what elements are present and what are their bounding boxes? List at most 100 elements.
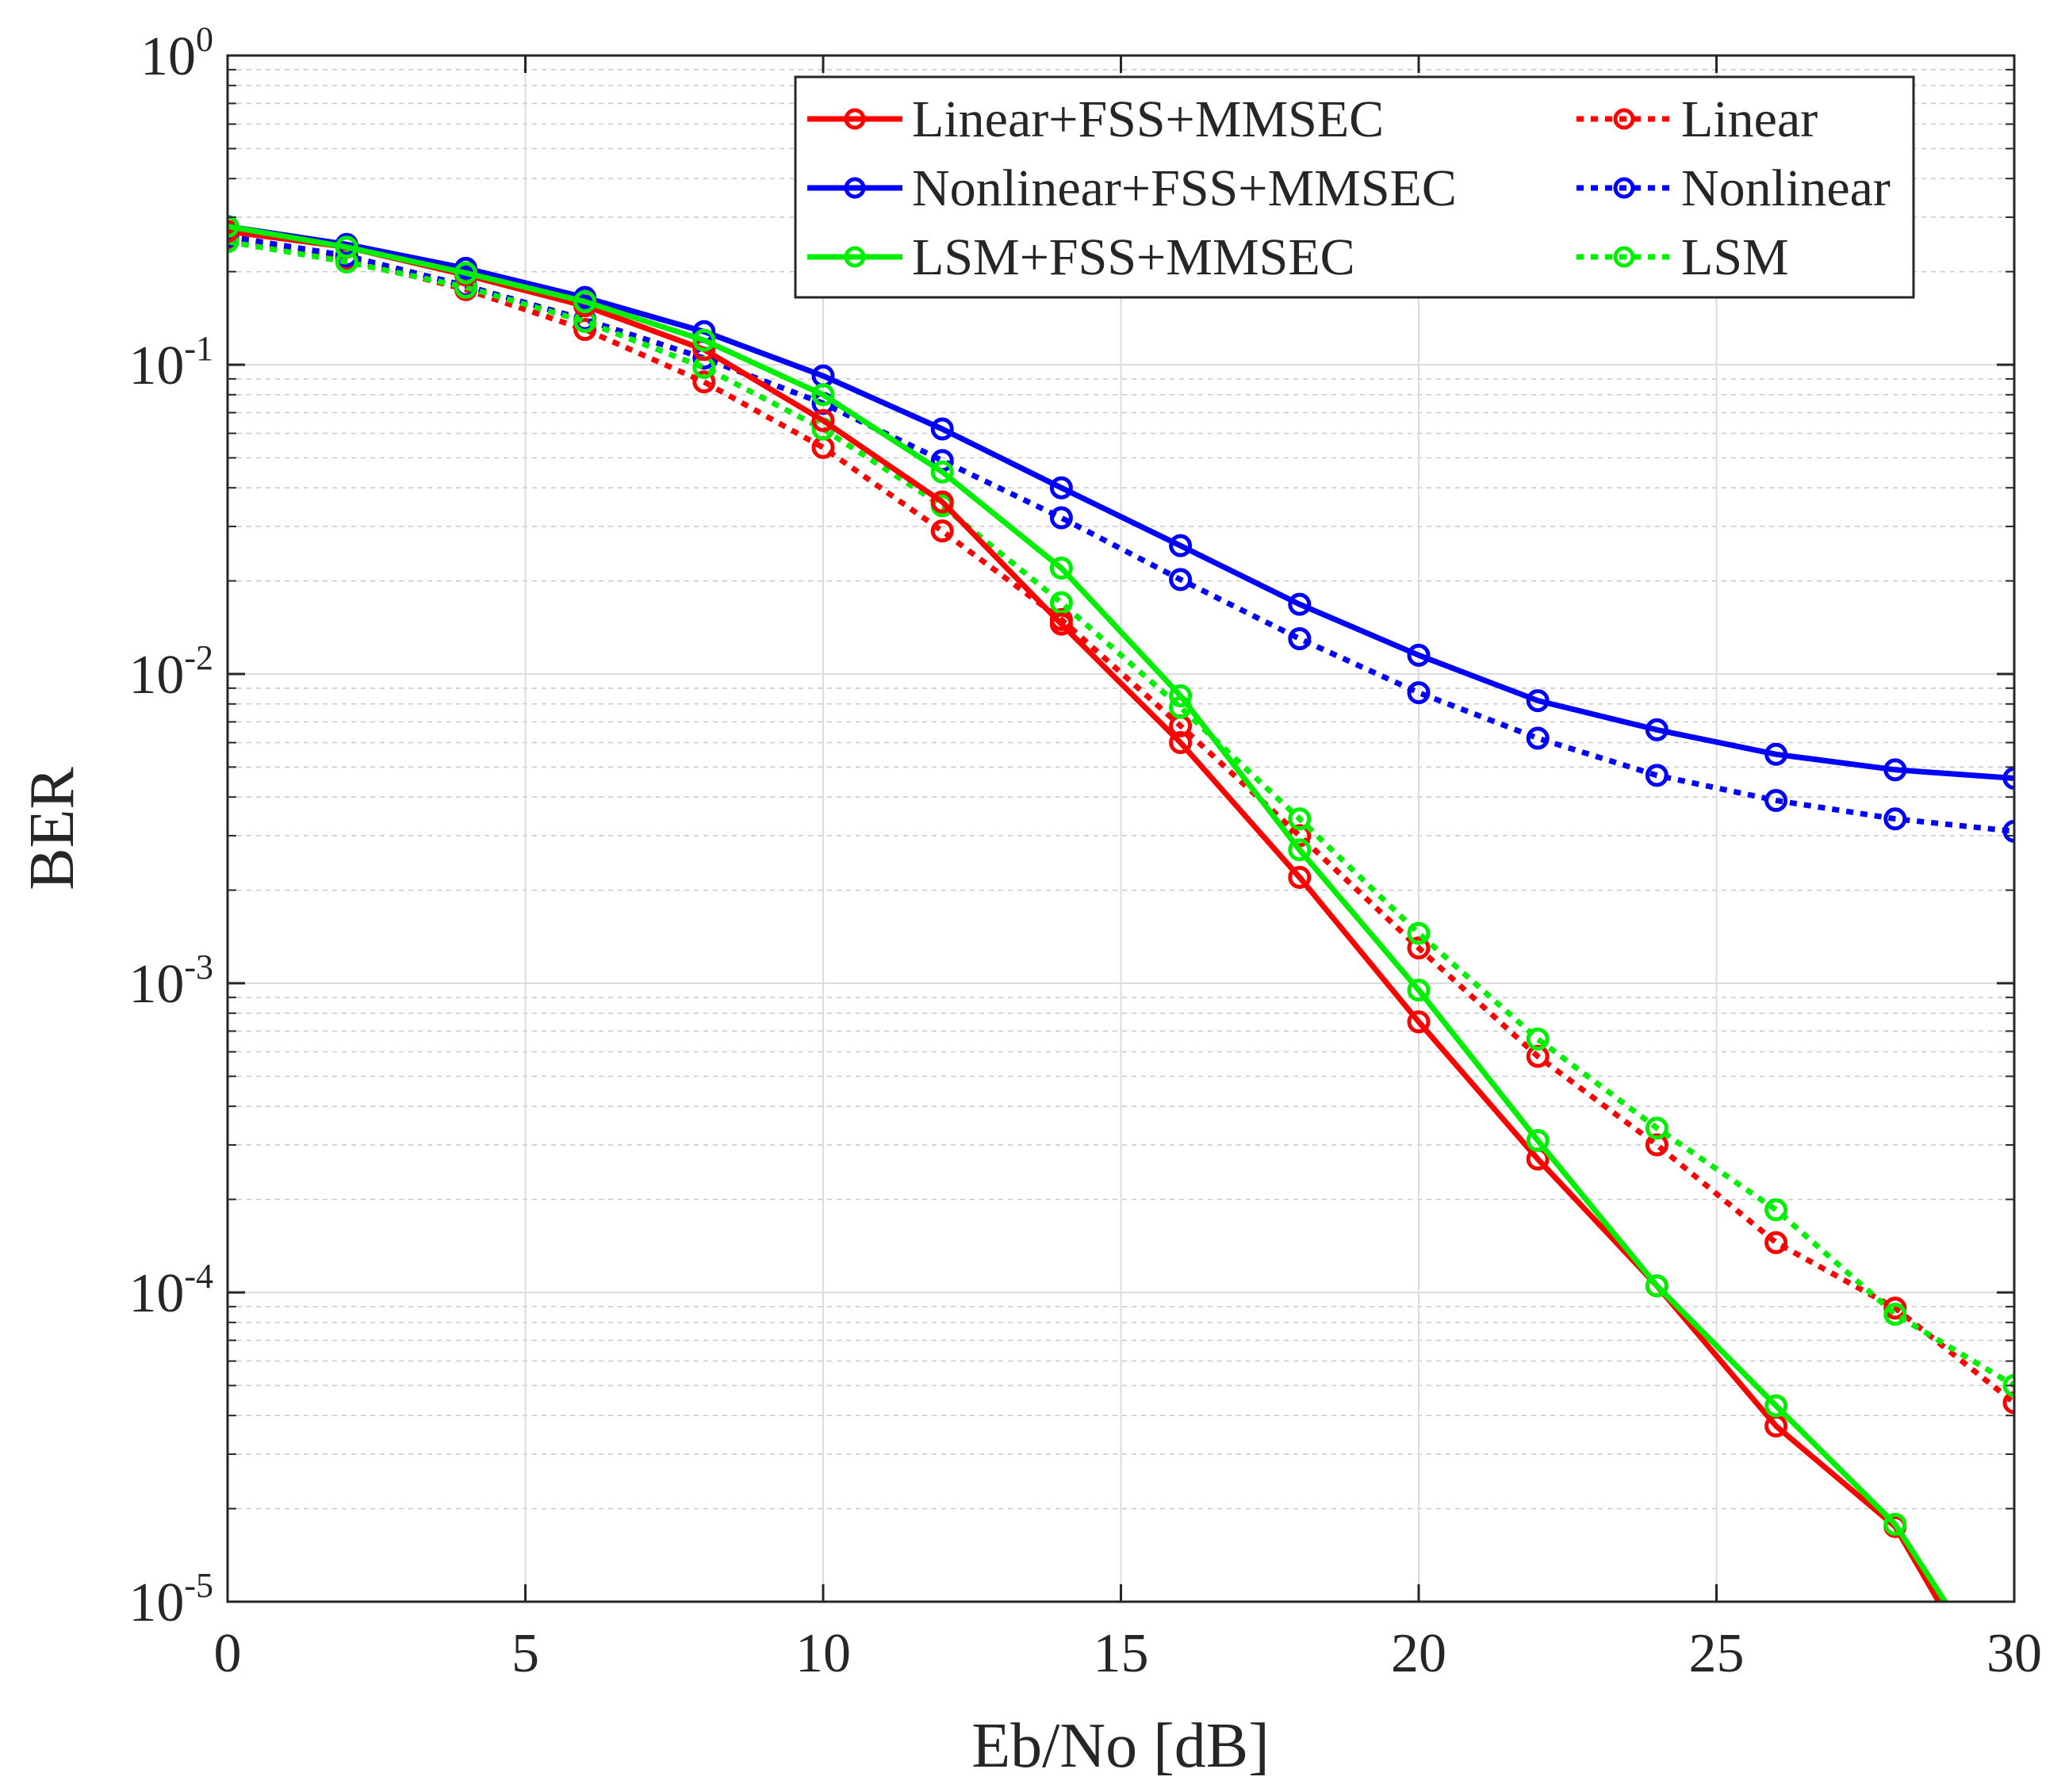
data-point — [1169, 731, 1193, 755]
x-axis-label: Eb/No [dB] — [971, 1711, 1270, 1781]
data-point — [930, 460, 954, 484]
data-point — [1049, 612, 1073, 636]
series-line — [228, 235, 2014, 1405]
y-tick-exponent: -4 — [184, 1257, 213, 1296]
y-tick-label: 10-4 — [128, 1257, 213, 1324]
data-point — [1169, 568, 1193, 592]
data-point — [1764, 742, 1788, 766]
y-tick-label: 10-2 — [128, 638, 213, 706]
data-point — [1049, 506, 1073, 530]
data-point — [2002, 767, 2014, 791]
data-point — [1407, 978, 1431, 1002]
legend-marker — [1613, 177, 1635, 199]
legend-label: Nonlinear+FSS+MMSEC — [912, 159, 1457, 217]
data-point — [1645, 1274, 1668, 1298]
data-point — [930, 490, 954, 514]
legend-entry: Nonlinear — [1577, 159, 1891, 217]
data-point — [1049, 591, 1073, 615]
data-point — [930, 417, 954, 441]
data-point — [1883, 807, 1907, 831]
y-tick-base: 10 — [128, 645, 184, 706]
data-point — [1288, 807, 1312, 831]
legend-label: LSM+FSS+MMSEC — [912, 228, 1355, 286]
y-tick-base: 10 — [128, 954, 184, 1015]
y-tick-label: 10-1 — [128, 329, 213, 396]
x-tick-label: 10 — [795, 1623, 851, 1684]
legend-entry: Linear+FSS+MMSEC — [807, 90, 1384, 148]
data-point — [228, 215, 239, 239]
data-point — [1883, 1303, 1907, 1327]
series-line — [228, 224, 2014, 781]
legend-marker — [844, 246, 866, 268]
data-point — [1407, 681, 1431, 705]
data-point — [930, 519, 954, 543]
y-tick-base: 10 — [128, 1572, 184, 1633]
data-point — [1288, 627, 1312, 651]
data-point — [2002, 1373, 2014, 1397]
series-layer — [228, 215, 2014, 1602]
y-tick-label: 100 — [140, 20, 213, 87]
data-point — [1407, 1010, 1431, 1034]
legend-entries: Linear+FSS+MMSEC Nonlinear+FSS+MMSEC LSM+F… — [807, 90, 1891, 286]
x-tick-label: 20 — [1391, 1623, 1446, 1684]
y-tick-base: 10 — [128, 1263, 184, 1324]
y-tick-exponent: 0 — [196, 20, 213, 59]
series-Nonlinear+FSS+MMSEC — [228, 215, 2014, 791]
data-point — [811, 408, 835, 432]
data-point — [1526, 689, 1550, 713]
data-point — [1288, 865, 1312, 889]
y-axis-label: BER — [17, 767, 87, 890]
data-point — [1645, 764, 1668, 787]
data-point — [1764, 1231, 1788, 1254]
data-point — [1645, 1116, 1668, 1140]
data-point — [1288, 838, 1312, 862]
y-tick-label: 10-5 — [128, 1566, 213, 1633]
legend-label: Nonlinear — [1681, 159, 1891, 217]
data-point — [1169, 534, 1193, 557]
legend: Linear+FSS+MMSEC Nonlinear+FSS+MMSEC LSM+F… — [794, 75, 1915, 299]
data-point — [1169, 684, 1193, 708]
series-line — [228, 224, 1948, 1602]
data-point — [692, 370, 716, 394]
data-point — [692, 328, 716, 352]
y-tick-exponent: -5 — [184, 1566, 213, 1605]
legend-entry: LSM — [1577, 228, 1789, 286]
data-point — [1764, 1394, 1788, 1418]
legend-marker — [1613, 246, 1635, 268]
series-line — [228, 239, 2014, 1388]
legend-label: Linear+FSS+MMSEC — [912, 90, 1384, 148]
legend-label: LSM — [1681, 228, 1789, 286]
data-point — [1049, 556, 1073, 580]
legend-entry: LSM+FSS+MMSEC — [807, 228, 1355, 286]
data-point — [573, 318, 597, 342]
data-point — [1764, 788, 1788, 812]
x-tick-label: 30 — [1986, 1623, 2042, 1684]
y-tick-base: 10 — [128, 335, 184, 396]
data-point — [454, 261, 477, 285]
legend-marker — [1613, 108, 1635, 130]
axis-ticks — [226, 54, 2016, 1603]
data-point — [1407, 643, 1431, 667]
y-tick-base: 10 — [140, 26, 196, 87]
y-tick-exponent: -2 — [184, 638, 213, 677]
x-tick-label: 5 — [511, 1623, 539, 1684]
series-line — [228, 228, 1942, 1602]
legend-entry: Linear — [1577, 90, 1818, 148]
data-point — [228, 230, 239, 254]
x-tick-label: 25 — [1689, 1623, 1745, 1684]
data-point — [1526, 726, 1550, 750]
data-point — [1288, 592, 1312, 616]
data-point — [1526, 1027, 1550, 1051]
data-point — [1645, 1133, 1668, 1157]
data-point — [1764, 1198, 1788, 1222]
y-tick-label: 10-3 — [128, 948, 213, 1015]
data-point — [1883, 758, 1907, 782]
data-point — [573, 289, 597, 313]
legend-entry: Nonlinear+FSS+MMSEC — [807, 159, 1457, 217]
data-point — [2002, 1391, 2014, 1415]
data-point — [2002, 819, 2014, 843]
legend-marker — [844, 108, 866, 130]
legend-marker — [844, 177, 866, 199]
